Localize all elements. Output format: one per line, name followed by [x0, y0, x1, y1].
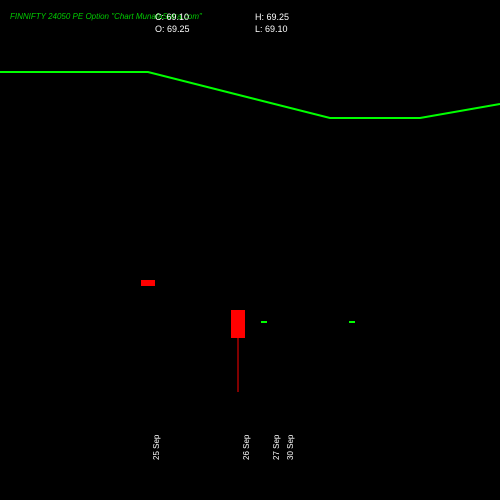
chart-canvas [0, 0, 500, 500]
x-tick-label: 27 Sep [272, 435, 281, 460]
ohlc-high: H: 69.25 [255, 12, 289, 22]
ohlc-low: L: 69.10 [255, 24, 288, 34]
x-tick-label: 30 Sep [286, 435, 295, 460]
ohlc-close: C: 69.10 [155, 12, 189, 22]
x-tick-label: 25 Sep [152, 435, 161, 460]
option-chart: FINNIFTY 24050 PE Option "Chart MunafaSu… [0, 0, 500, 500]
ohlc-open: O: 69.25 [155, 24, 190, 34]
x-tick-label: 26 Sep [242, 435, 251, 460]
